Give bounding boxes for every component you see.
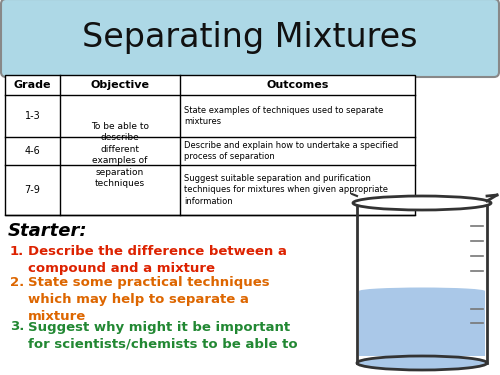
Text: Grade: Grade [14, 80, 52, 90]
Text: 2.: 2. [10, 276, 24, 289]
Text: Outcomes: Outcomes [266, 80, 328, 90]
Text: Suggest suitable separation and purification
techniques for mixtures when given : Suggest suitable separation and purifica… [184, 174, 388, 206]
Ellipse shape [353, 196, 491, 210]
Text: State examples of techniques used to separate
mixtures: State examples of techniques used to sep… [184, 106, 384, 126]
Text: Describe and explain how to undertake a specified
process of separation: Describe and explain how to undertake a … [184, 141, 398, 161]
Ellipse shape [359, 288, 485, 294]
Text: To be able to
describe
different
examples of
separation
techniques: To be able to describe different example… [91, 122, 149, 188]
Text: 7-9: 7-9 [24, 185, 40, 195]
Text: 4-6: 4-6 [24, 146, 40, 156]
Text: Separating Mixtures: Separating Mixtures [82, 21, 418, 54]
FancyBboxPatch shape [1, 0, 499, 77]
Text: Starter:: Starter: [8, 222, 87, 240]
Text: 3.: 3. [10, 321, 24, 333]
Bar [359, 291, 485, 356]
Text: 1.: 1. [10, 245, 24, 258]
Text: Suggest why might it be important
for scientists/chemists to be able to: Suggest why might it be important for sc… [28, 321, 297, 351]
Text: 1-3: 1-3 [24, 111, 40, 121]
Ellipse shape [359, 356, 485, 370]
Text: Describe the difference between a
compound and a mixture: Describe the difference between a compou… [28, 245, 287, 275]
Text: Objective: Objective [90, 80, 150, 90]
Text: State some practical techniques
which may help to separate a
mixture: State some practical techniques which ma… [28, 276, 270, 323]
Bar [5, 75, 415, 215]
